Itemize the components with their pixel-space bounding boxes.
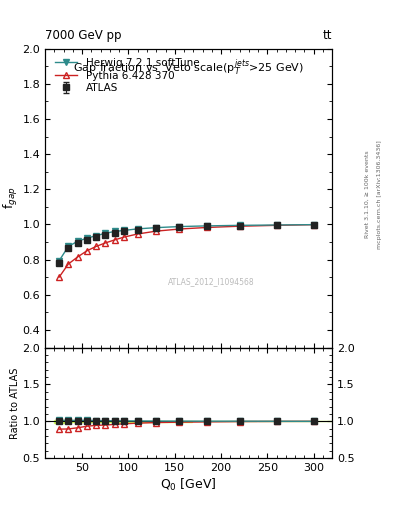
Y-axis label: f$_{gap}$: f$_{gap}$: [2, 187, 20, 209]
Bar: [55, 420, 64, 423]
Legend: Herwig 7.2.1 softTune, Pythia 6.428 370, ATLAS: Herwig 7.2.1 softTune, Pythia 6.428 370,…: [50, 54, 204, 97]
Herwig 7.2.1 softTune: [154, 225, 159, 231]
Pythia 6.428 370: [177, 226, 182, 232]
Pythia 6.428 370: [57, 274, 61, 280]
Pythia 6.428 370: [84, 248, 89, 254]
Herwig 7.2.1 softTune: [135, 226, 140, 232]
Pythia 6.428 370: [103, 240, 108, 246]
Text: mcplots.cern.ch [arXiv:1306.3436]: mcplots.cern.ch [arXiv:1306.3436]: [377, 140, 382, 249]
Pythia 6.428 370: [94, 243, 99, 249]
Herwig 7.2.1 softTune: [177, 224, 182, 230]
Herwig 7.2.1 softTune: [94, 232, 99, 239]
Pythia 6.428 370: [135, 231, 140, 237]
Herwig 7.2.1 softTune: [311, 222, 316, 228]
Text: Gap fraction vs  Veto scale(p$_T^{jets}$>25 GeV): Gap fraction vs Veto scale(p$_T^{jets}$>…: [73, 58, 304, 78]
Line: Pythia 6.428 370: Pythia 6.428 370: [56, 222, 317, 281]
X-axis label: Q$_0$ [GeV]: Q$_0$ [GeV]: [160, 477, 217, 494]
Herwig 7.2.1 softTune: [75, 238, 80, 244]
Bar: [64, 420, 73, 422]
Bar: [118, 421, 130, 422]
Bar: [130, 421, 146, 422]
Herwig 7.2.1 softTune: [57, 258, 61, 264]
Pythia 6.428 370: [154, 228, 159, 234]
Text: ATLAS_2012_I1094568: ATLAS_2012_I1094568: [168, 278, 255, 286]
Pythia 6.428 370: [75, 254, 80, 260]
Line: Herwig 7.2.1 softTune: Herwig 7.2.1 softTune: [56, 222, 317, 264]
Pythia 6.428 370: [205, 224, 209, 230]
Pythia 6.428 370: [121, 234, 126, 240]
Text: Rivet 3.1.10, ≥ 100k events: Rivet 3.1.10, ≥ 100k events: [365, 151, 370, 239]
Herwig 7.2.1 softTune: [112, 228, 117, 234]
Bar: [92, 421, 101, 422]
Herwig 7.2.1 softTune: [103, 230, 108, 237]
Pythia 6.428 370: [274, 222, 279, 228]
Pythia 6.428 370: [66, 261, 71, 267]
Text: 7000 GeV pp: 7000 GeV pp: [45, 29, 122, 42]
Herwig 7.2.1 softTune: [237, 222, 242, 228]
Pythia 6.428 370: [112, 237, 117, 243]
Herwig 7.2.1 softTune: [274, 222, 279, 228]
Bar: [82, 421, 92, 422]
Pythia 6.428 370: [311, 222, 316, 228]
Y-axis label: Ratio to ATLAS: Ratio to ATLAS: [10, 367, 20, 439]
Herwig 7.2.1 softTune: [205, 223, 209, 229]
Bar: [73, 421, 82, 422]
Herwig 7.2.1 softTune: [121, 227, 126, 233]
Herwig 7.2.1 softTune: [84, 235, 89, 241]
Herwig 7.2.1 softTune: [66, 243, 71, 249]
Pythia 6.428 370: [237, 223, 242, 229]
Text: tt: tt: [323, 29, 332, 42]
Bar: [110, 421, 119, 422]
Bar: [101, 421, 110, 422]
